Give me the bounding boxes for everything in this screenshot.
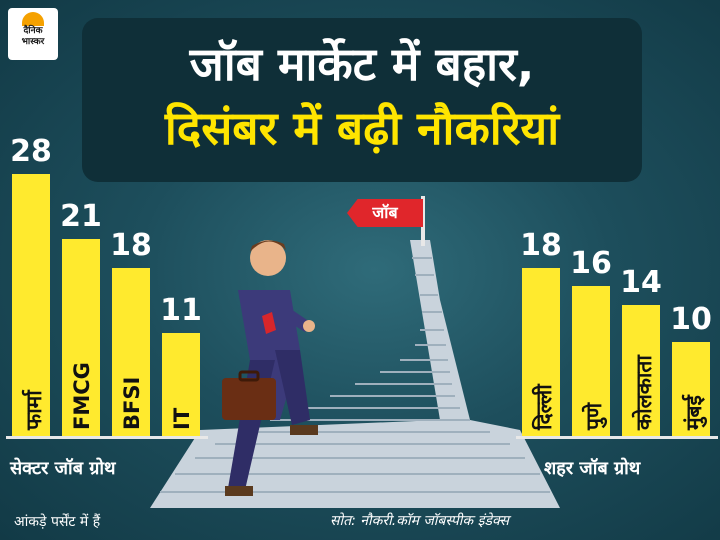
value-label-0-0: 28	[10, 134, 52, 169]
brand-logo: दैनिक भास्कर	[8, 8, 58, 60]
bar-1-1	[572, 286, 610, 436]
headline-line-2: दिसंबर में बढ़ी नौकरियां	[164, 101, 560, 155]
footnote: आंकड़े पर्सेंट में हैं	[14, 514, 101, 530]
value-label-1-3: 10	[670, 302, 712, 337]
flag-pole	[421, 196, 425, 246]
value-label-1-0: 18	[520, 228, 562, 263]
sector-group-label: सेक्टर जॉब ग्रोथ	[10, 458, 116, 479]
sun-icon	[22, 12, 44, 26]
bar-label-0-0: फार्मा	[22, 390, 46, 430]
bar-label-1-0: दिल्ली	[532, 384, 556, 430]
headline-line-1: जॉब मार्केट में बहार,	[189, 37, 535, 91]
bar-label-1-2: कोलकाता	[632, 355, 656, 430]
bar-0-1	[62, 239, 100, 436]
businessman-figure	[222, 240, 318, 496]
bar-label-0-2: BFSI	[120, 376, 144, 430]
value-label-0-1: 21	[60, 199, 102, 234]
logo-text: दैनिक भास्कर	[21, 26, 45, 47]
bar-1-3	[672, 342, 710, 436]
job-flag: जॉब	[347, 199, 423, 227]
city-group-label: शहर जॉब ग्रोथ	[544, 458, 641, 479]
source-credit: सोत: नौकरी.कॉम जॉबस्पीक इंडेक्स	[330, 513, 509, 529]
bar-label-1-3: मुंबई	[682, 395, 706, 430]
bar-label-0-1: FMCG	[70, 362, 94, 430]
stair-base	[150, 240, 560, 508]
value-label-0-3: 11	[160, 293, 202, 328]
value-label-0-2: 18	[110, 228, 152, 263]
baseline-0	[6, 436, 208, 439]
bar-0-3	[162, 333, 200, 436]
title-box: जॉब मार्केट में बहार, दिसंबर में बढ़ी नौ…	[82, 18, 642, 182]
value-label-1-2: 14	[620, 265, 662, 300]
bar-label-0-3: IT	[170, 407, 194, 430]
stair-steps	[160, 257, 550, 493]
bar-0-2	[112, 268, 150, 436]
bar-0-0	[12, 174, 50, 436]
bar-1-2	[622, 305, 660, 436]
bar-1-0	[522, 268, 560, 436]
baseline-1	[516, 436, 718, 439]
bar-label-1-1: पुणे	[582, 402, 606, 430]
value-label-1-1: 16	[570, 246, 612, 281]
